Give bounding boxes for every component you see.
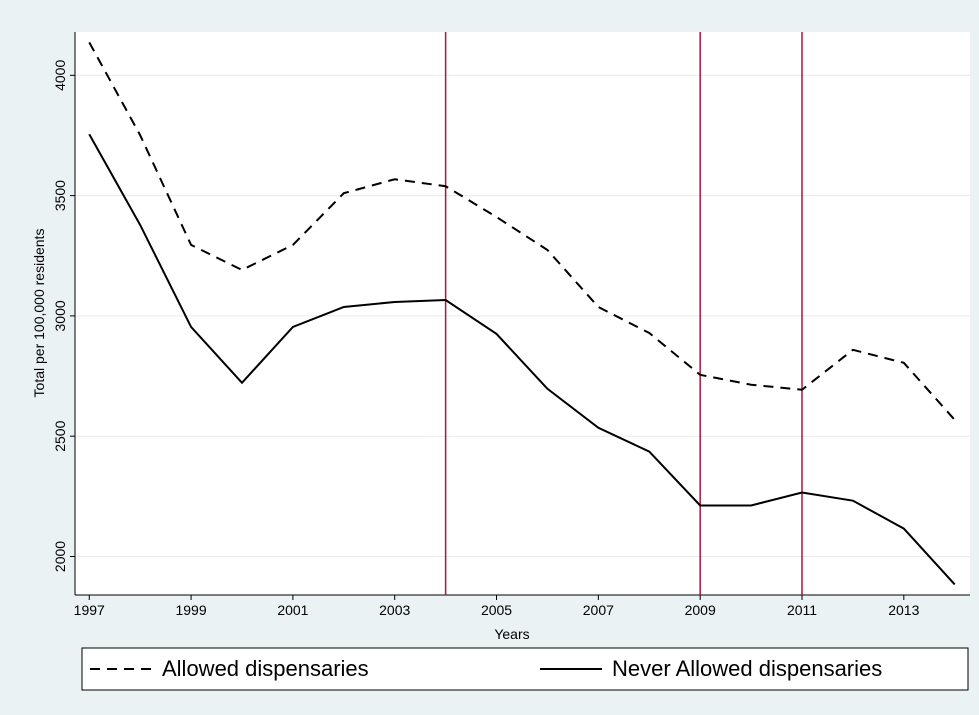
y-tick-label: 2500 xyxy=(52,420,68,451)
x-axis-label: Years xyxy=(494,626,529,642)
y-tick-label: 4000 xyxy=(52,60,68,91)
y-tick-label: 3500 xyxy=(52,180,68,211)
x-tick-label: 1999 xyxy=(175,602,206,618)
x-tick-label: 2009 xyxy=(685,602,716,618)
plot-area xyxy=(75,32,970,595)
series-line xyxy=(88,41,956,421)
series-line xyxy=(88,133,956,586)
y-tick-label: 2000 xyxy=(52,541,68,572)
x-tick-label: 2003 xyxy=(379,602,410,618)
y-tick-label: 3000 xyxy=(52,300,68,331)
legend-box xyxy=(81,647,969,691)
x-tick-label: 2001 xyxy=(277,602,308,618)
x-tick-label: 2005 xyxy=(481,602,512,618)
legend-label: Allowed dispensaries xyxy=(162,656,369,681)
x-tick-label: 2013 xyxy=(888,602,919,618)
x-tick-label: 2007 xyxy=(583,602,614,618)
x-tick-label: 2011 xyxy=(787,602,817,618)
x-tick-label: 1997 xyxy=(74,602,105,618)
legend-label: Never Allowed dispensaries xyxy=(612,656,882,681)
y-axis-label: Total per 100,000 residents xyxy=(31,229,47,398)
